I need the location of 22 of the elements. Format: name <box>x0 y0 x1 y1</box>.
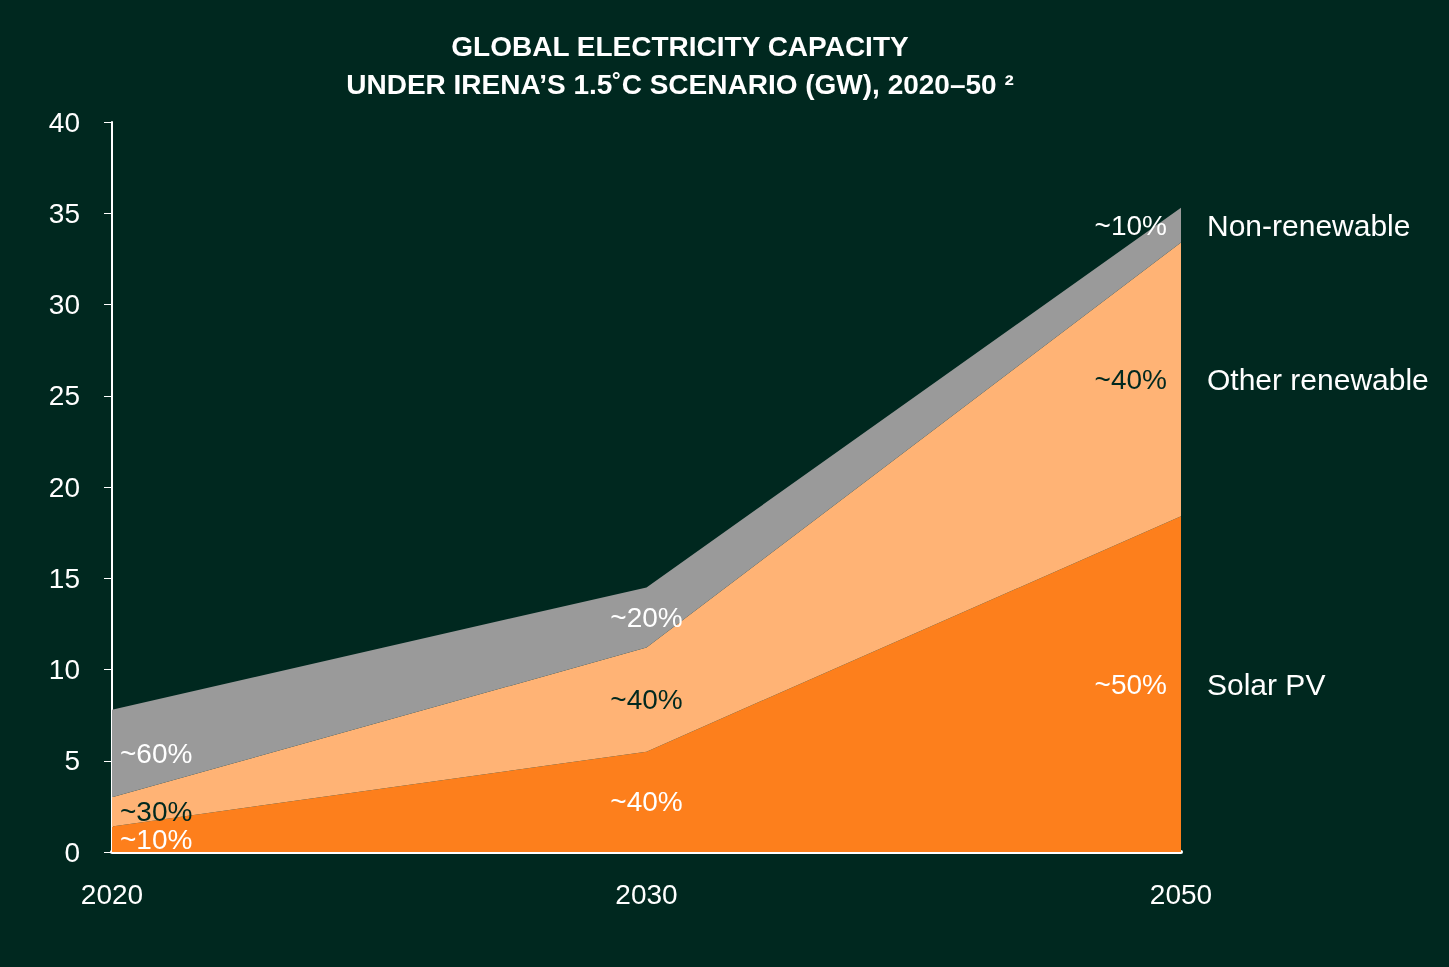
y-tick-label: 20 <box>48 471 80 503</box>
annotation: ~40% <box>610 684 683 716</box>
annotation: ~60% <box>120 737 193 769</box>
annotation: ~20% <box>610 601 683 633</box>
annotation: ~40% <box>1094 363 1167 395</box>
series-label: Other renewable <box>1207 362 1429 396</box>
y-tick-label: 15 <box>48 562 80 594</box>
y-tick-label: 30 <box>48 289 80 320</box>
annotation: ~40% <box>610 786 683 818</box>
y-tick-label: 25 <box>48 380 80 412</box>
x-tick-label: 2020 <box>80 878 144 910</box>
series-label: Non-renewable <box>1207 208 1411 242</box>
chart-title: GLOBAL ELECTRICITY CAPACITY UNDER IRENA’S 1.5˚C SCENARIO (GW), 2020–50 ² <box>346 30 1014 100</box>
x-tick-label: 2050 <box>1149 878 1213 910</box>
series-label: Solar PV <box>1207 667 1326 701</box>
y-tick-label: 0 <box>64 836 80 868</box>
y-tick-label: 5 <box>64 745 80 777</box>
y-tick-label: 40 <box>48 106 80 138</box>
x-tick-label: 2030 <box>615 878 678 910</box>
y-tick-label: 10 <box>48 654 80 685</box>
annotation: ~50% <box>1094 668 1167 700</box>
y-tick-label: 35 <box>48 197 80 229</box>
